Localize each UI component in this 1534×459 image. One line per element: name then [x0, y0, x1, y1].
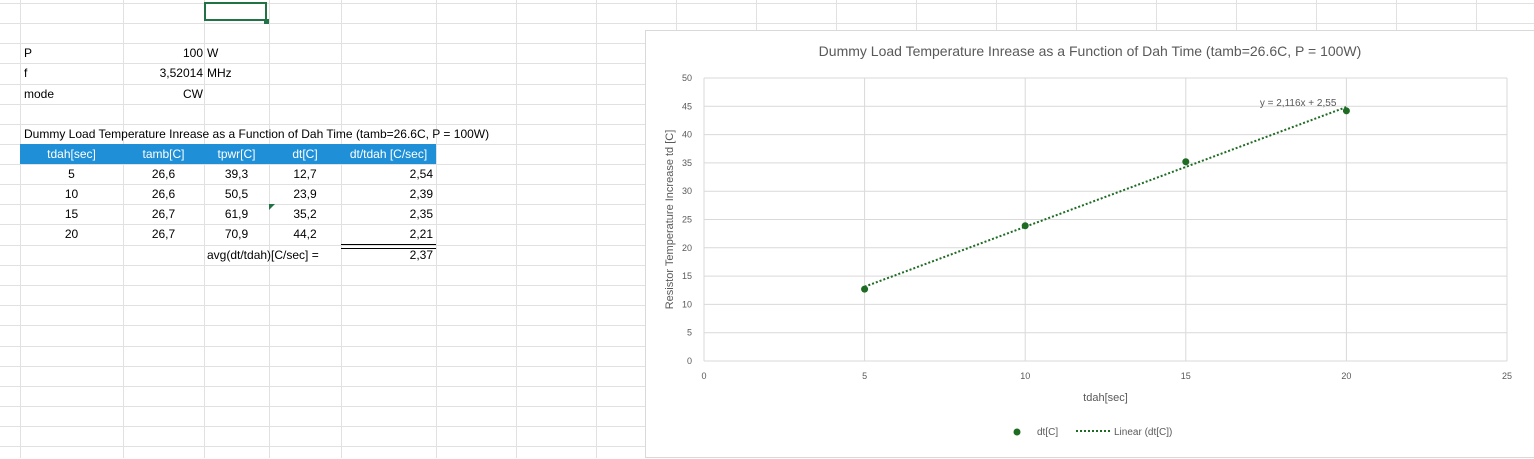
param-value-f[interactable]: 3,52014: [159, 66, 203, 80]
table-cell[interactable]: 70,9: [224, 227, 249, 241]
table-cell[interactable]: 2,39: [409, 187, 433, 201]
y-tick-label: 5: [687, 328, 692, 338]
header-tpwr[interactable]: tpwr[C]: [204, 144, 269, 164]
param-value-mode[interactable]: CW: [183, 87, 203, 101]
param-label-f[interactable]: f: [24, 66, 28, 80]
y-tick-label: 45: [682, 101, 692, 111]
x-tick-label: 10: [1020, 371, 1030, 381]
table-cell[interactable]: 12,7: [293, 167, 317, 181]
table-cell[interactable]: 44,2: [293, 227, 317, 241]
x-axis-title[interactable]: tdah[sec]: [1083, 392, 1128, 404]
legend-marker-dt: [1013, 428, 1021, 436]
table-cell[interactable]: 61,9: [224, 207, 249, 221]
data-point: [1342, 107, 1350, 115]
table-cell[interactable]: 10: [64, 187, 79, 201]
table-title[interactable]: Dummy Load Temperature Inrease as a Func…: [24, 127, 490, 141]
param-value-p[interactable]: 100: [182, 46, 203, 60]
header-dt-per-tdah[interactable]: dt/tdah [C/sec]: [341, 144, 436, 164]
chart-area[interactable]: 0 5 10 15 20 25 30 35 40 45 50 0 5 10 15 20 25 y = 2,11…: [645, 30, 1534, 458]
x-tick-label: 5: [862, 371, 867, 381]
y-tick-label: 15: [682, 271, 692, 281]
double-underline-border: [341, 244, 436, 249]
param-label-p[interactable]: P: [24, 46, 33, 60]
table-cell[interactable]: 35,2: [293, 207, 317, 221]
data-point: [1021, 222, 1029, 230]
y-tick-label: 30: [682, 186, 692, 196]
chart-legend[interactable]: dt[C] Linear (dt[C]): [1013, 427, 1173, 438]
trendline-equation[interactable]: y = 2,116x + 2,55: [1260, 98, 1337, 109]
y-tick-label: 0: [687, 356, 692, 366]
table-cell[interactable]: 2,35: [409, 207, 433, 221]
table-cell[interactable]: 2,54: [409, 167, 433, 181]
table-cell[interactable]: 2,21: [409, 227, 433, 241]
x-tick-label: 15: [1181, 371, 1191, 381]
avg-value[interactable]: 2,37: [409, 248, 433, 262]
chart-title[interactable]: Dummy Load Temperature Inrease as a Func…: [819, 43, 1362, 59]
y-tick-labels: 0 5 10 15 20 25 30 35 40 45 50: [682, 73, 692, 366]
table-cell[interactable]: 23,9: [293, 187, 317, 201]
data-point: [861, 285, 869, 293]
x-tick-labels: 0 5 10 15 20 25: [701, 371, 1512, 381]
table-cell[interactable]: 26,6: [151, 167, 176, 181]
y-tick-label: 35: [682, 158, 692, 168]
param-unit-p[interactable]: W: [207, 46, 219, 60]
data-points[interactable]: [861, 107, 1350, 293]
param-label-mode[interactable]: mode: [24, 87, 55, 101]
header-tdah[interactable]: tdah[sec]: [20, 144, 123, 164]
y-tick-label: 20: [682, 243, 692, 253]
cell-error-indicator[interactable]: [269, 204, 275, 210]
data-point: [1182, 158, 1190, 166]
avg-label[interactable]: avg(dt/tdah)[C/sec] =: [207, 248, 319, 262]
y-tick-label: 10: [682, 299, 692, 309]
fill-handle[interactable]: [264, 19, 269, 24]
y-tick-label: 40: [682, 130, 692, 140]
table-cell[interactable]: 26,7: [151, 207, 176, 221]
table-cell[interactable]: 20: [64, 227, 79, 241]
x-tick-label: 25: [1502, 371, 1512, 381]
x-tick-label: 20: [1341, 371, 1351, 381]
table-cell[interactable]: 39,3: [224, 167, 249, 181]
table-cell[interactable]: 50,5: [224, 187, 249, 201]
table-cell[interactable]: 5: [68, 167, 75, 181]
legend-label-linear: Linear (dt[C]): [1114, 427, 1172, 438]
header-tamb[interactable]: tamb[C]: [123, 144, 204, 164]
x-tick-label: 0: [701, 371, 706, 381]
y-tick-label: 25: [682, 215, 692, 225]
table-cell[interactable]: 15: [64, 207, 79, 221]
selected-cell[interactable]: [204, 2, 267, 21]
table-cell[interactable]: 26,7: [151, 227, 176, 241]
param-unit-f[interactable]: MHz: [207, 66, 232, 80]
table-cell[interactable]: 26,6: [151, 187, 176, 201]
header-dt[interactable]: dt[C]: [269, 144, 341, 164]
chart-gridlines: [703, 77, 1508, 362]
legend-label-dt: dt[C]: [1037, 427, 1058, 438]
scatter-chart[interactable]: 0 5 10 15 20 25 30 35 40 45 50 0 5 10 15 20 25 y = 2,11…: [646, 31, 1534, 459]
trendline[interactable]: [864, 106, 1347, 288]
y-axis-title[interactable]: Resistor Temperature Increase td [C]: [664, 130, 676, 310]
y-tick-label: 50: [682, 73, 692, 83]
